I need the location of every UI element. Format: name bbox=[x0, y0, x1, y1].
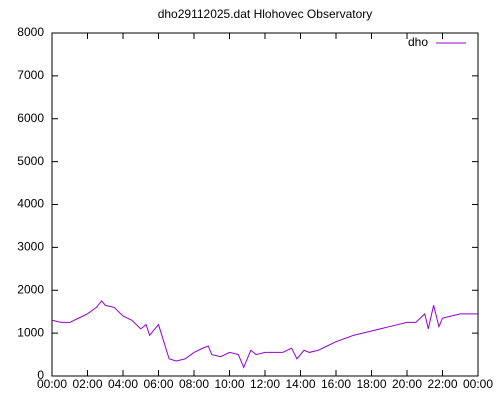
x-tick-label: 04:00 bbox=[108, 377, 138, 391]
y-tick-label: 0 bbox=[37, 368, 44, 382]
x-tick-label: 20:00 bbox=[392, 377, 422, 391]
x-tick-label: 10:00 bbox=[214, 377, 244, 391]
chart-title: dho29112025.dat Hlohovec Observatory bbox=[158, 7, 373, 21]
x-tick-label: 08:00 bbox=[179, 377, 209, 391]
plot-frame bbox=[51, 32, 479, 377]
y-tick-label: 6000 bbox=[17, 111, 44, 125]
x-tick-label: 22:00 bbox=[427, 377, 457, 391]
y-tick-label: 2000 bbox=[17, 282, 44, 296]
y-tick-label: 1000 bbox=[17, 325, 44, 339]
x-tick-label: 00:00 bbox=[37, 377, 67, 391]
legend-label: dho bbox=[408, 35, 428, 49]
y-tick-label: 3000 bbox=[17, 240, 44, 254]
x-tick-label: 00:00 bbox=[463, 377, 493, 391]
x-tick-label: 16:00 bbox=[321, 377, 351, 391]
y-tick-label: 5000 bbox=[17, 154, 44, 168]
data-line bbox=[51, 300, 478, 369]
x-tick-label: 06:00 bbox=[143, 377, 173, 391]
y-tick-label: 4000 bbox=[17, 197, 44, 211]
x-tick-label: 02:00 bbox=[72, 377, 102, 391]
x-tick-label: 18:00 bbox=[356, 377, 386, 391]
y-tick-label: 8000 bbox=[17, 25, 44, 39]
x-tick-label: 14:00 bbox=[285, 377, 315, 391]
x-tick-label: 12:00 bbox=[250, 377, 280, 391]
y-tick-label: 7000 bbox=[17, 68, 44, 82]
